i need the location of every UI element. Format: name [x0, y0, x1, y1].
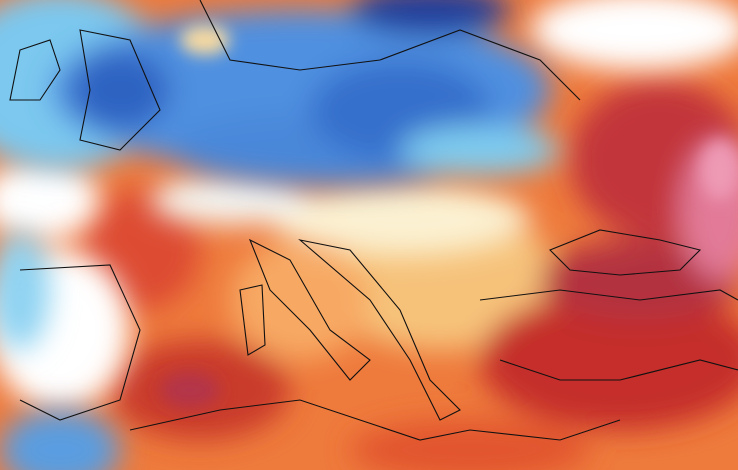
coastline — [479, 289, 738, 301]
cold-area — [400, 125, 560, 175]
warm-area — [480, 290, 738, 430]
cold-area — [70, 50, 170, 130]
cold-area — [0, 410, 120, 470]
neutral-area — [150, 175, 310, 225]
coastline — [129, 399, 621, 441]
neutral-areas — [0, 0, 738, 410]
coastline — [19, 264, 141, 421]
coastline — [239, 284, 266, 356]
coastline — [298, 239, 461, 421]
neutral-area — [0, 160, 100, 240]
neutral-area — [270, 185, 530, 255]
highlights — [160, 25, 738, 408]
coastline — [9, 39, 61, 101]
coastlines — [9, 0, 738, 441]
warm-area — [350, 420, 590, 470]
coastline — [549, 229, 702, 276]
warm-spot — [160, 372, 220, 408]
warm-area — [540, 240, 738, 320]
coastline — [79, 29, 161, 151]
warm-spot — [180, 25, 230, 55]
cold-area — [350, 0, 510, 35]
coastline — [499, 359, 738, 381]
warm-spot — [700, 140, 738, 200]
coastline — [199, 0, 581, 101]
neutral-area — [530, 0, 738, 70]
warm-area — [230, 240, 370, 360]
coastline — [248, 238, 371, 381]
cold-areas — [0, 0, 560, 470]
cold-area — [0, 230, 50, 350]
